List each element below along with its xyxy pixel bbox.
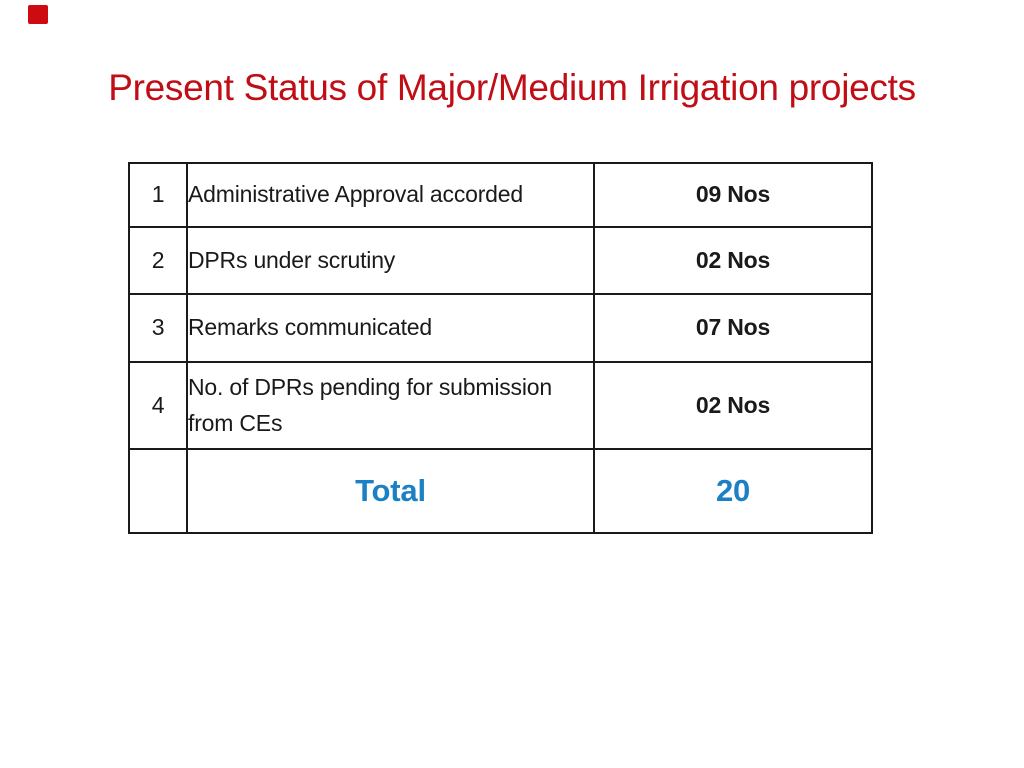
- value-cell: 02 Nos: [593, 226, 873, 295]
- slide-title: Present Status of Major/Medium Irrigatio…: [108, 67, 916, 108]
- item-cell: Administrative Approval accorded: [186, 162, 595, 228]
- table-row: 2 DPRs under scrutiny 02 Nos: [128, 226, 873, 295]
- red-logo-mark: [28, 5, 48, 24]
- table-total-row: Total 20: [128, 448, 873, 534]
- value-cell: 02 Nos: [593, 361, 873, 450]
- empty-cell: [128, 448, 188, 534]
- table-row: 3 Remarks communicated 07 Nos: [128, 293, 873, 363]
- total-label-cell: Total: [186, 448, 595, 534]
- serial-number-cell: 4: [128, 361, 188, 450]
- table-row: 1 Administrative Approval accorded 09 No…: [128, 162, 873, 228]
- total-value-cell: 20: [593, 448, 873, 534]
- serial-number-cell: 1: [128, 162, 188, 228]
- value-cell: 07 Nos: [593, 293, 873, 363]
- serial-number-cell: 3: [128, 293, 188, 363]
- value-cell: 09 Nos: [593, 162, 873, 228]
- item-cell: No. of DPRs pending for submission from …: [186, 361, 595, 450]
- status-table: 1 Administrative Approval accorded 09 No…: [128, 162, 873, 534]
- item-cell: Remarks communicated: [186, 293, 595, 363]
- table-row: 4 No. of DPRs pending for submission fro…: [128, 361, 873, 450]
- item-cell: DPRs under scrutiny: [186, 226, 595, 295]
- serial-number-cell: 2: [128, 226, 188, 295]
